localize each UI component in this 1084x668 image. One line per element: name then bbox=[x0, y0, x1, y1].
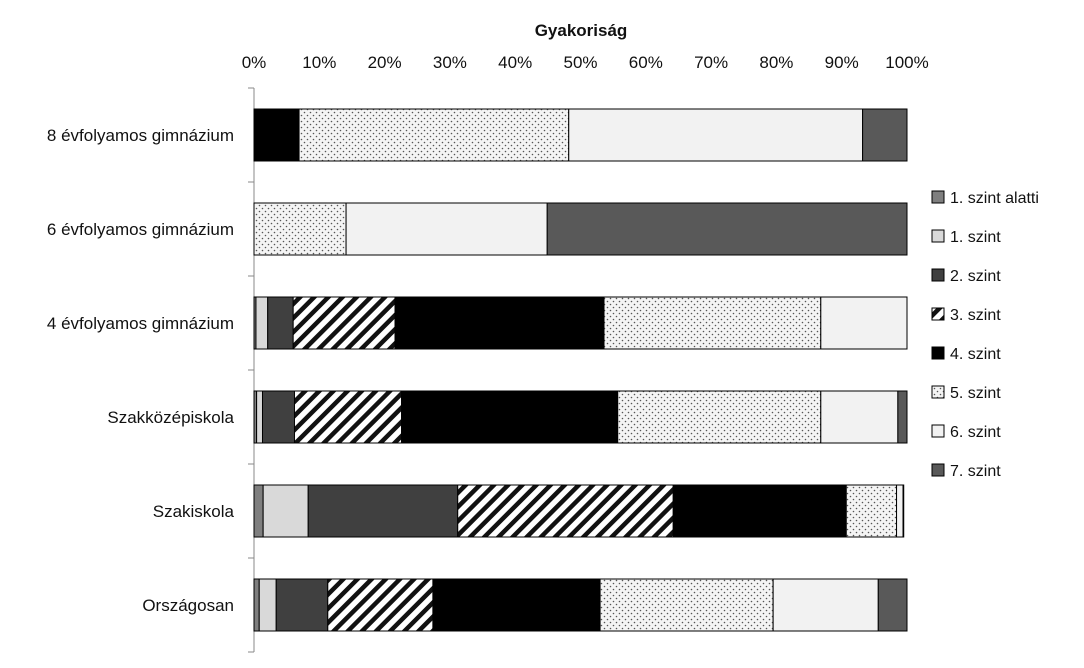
legend-swatch bbox=[931, 346, 945, 360]
bar-segment bbox=[253, 202, 347, 256]
bar-segment bbox=[603, 296, 822, 350]
x-tick-label: 40% bbox=[498, 53, 532, 72]
category-label: Szakiskola bbox=[153, 502, 235, 521]
legend-label: 5. szint bbox=[950, 385, 1001, 402]
x-axis-ticks: 0% 10% 20% 30% 40% 50% 60% 70% 80% 90% 100% bbox=[242, 53, 929, 72]
legend-swatch bbox=[931, 229, 945, 243]
category-label: 8 évfolyamos gimnázium bbox=[47, 126, 234, 145]
bar-segment bbox=[298, 108, 570, 162]
bar-segment bbox=[432, 578, 601, 632]
x-tick-label: 100% bbox=[885, 53, 928, 72]
chart-title: Gyakoriság bbox=[535, 21, 628, 40]
x-tick-label: 60% bbox=[629, 53, 663, 72]
bar-segment bbox=[820, 390, 899, 444]
bar-segment bbox=[897, 390, 908, 444]
category-label: Országosan bbox=[142, 596, 234, 615]
bar-segment bbox=[345, 202, 548, 256]
bar-segment bbox=[845, 484, 898, 538]
legend-swatch bbox=[931, 463, 945, 477]
bar-segment bbox=[307, 484, 459, 538]
bar-segment bbox=[256, 390, 263, 444]
x-tick-label: 80% bbox=[759, 53, 793, 72]
bar-segment bbox=[617, 390, 822, 444]
legend-label: 1. szint alatti bbox=[950, 190, 1039, 207]
bar-segment bbox=[902, 484, 905, 538]
legend-swatch bbox=[931, 268, 945, 282]
legend-label: 3. szint bbox=[950, 307, 1001, 324]
bar-segment bbox=[267, 296, 294, 350]
legend-swatch bbox=[931, 307, 945, 321]
bar-segment bbox=[772, 578, 879, 632]
bar-segment bbox=[253, 578, 260, 632]
bar-segment bbox=[394, 296, 605, 350]
legend-label: 6. szint bbox=[950, 424, 1001, 441]
bar-segment bbox=[862, 108, 908, 162]
bar-segment bbox=[877, 578, 908, 632]
x-tick-label: 70% bbox=[694, 53, 728, 72]
bars-group bbox=[253, 108, 908, 632]
legend: 1. szint alatti 1. szint 2. szint 3. szint 4… bbox=[931, 190, 1039, 480]
bar-segment bbox=[457, 484, 674, 538]
bar-segment bbox=[546, 202, 908, 256]
bar-segment bbox=[275, 578, 329, 632]
x-tick-label: 10% bbox=[302, 53, 336, 72]
bar-segment bbox=[401, 390, 619, 444]
bar-segment bbox=[258, 578, 277, 632]
bar-segment bbox=[255, 296, 269, 350]
legend-swatch bbox=[931, 190, 945, 204]
bar-segment bbox=[262, 484, 309, 538]
category-labels: 8 évfolyamos gimnázium 6 évfolyamos gimná… bbox=[47, 126, 235, 615]
x-tick-label: 50% bbox=[563, 53, 597, 72]
legend-swatch bbox=[931, 424, 945, 438]
legend-swatch bbox=[931, 385, 945, 399]
x-tick-label: 30% bbox=[433, 53, 467, 72]
bar-segment bbox=[568, 108, 864, 162]
bar-segment bbox=[253, 484, 264, 538]
legend-label: 1. szint bbox=[950, 229, 1001, 246]
y-axis bbox=[248, 87, 255, 653]
legend-label: 2. szint bbox=[950, 268, 1001, 285]
category-label: 4 évfolyamos gimnázium bbox=[47, 314, 234, 333]
bar-segment bbox=[292, 296, 396, 350]
bar-segment bbox=[672, 484, 847, 538]
x-tick-label: 20% bbox=[368, 53, 402, 72]
legend-label: 4. szint bbox=[950, 346, 1001, 363]
bar-segment bbox=[820, 296, 908, 350]
category-label: Szakközépiskola bbox=[107, 408, 234, 427]
bar-segment bbox=[253, 108, 300, 162]
bar-segment bbox=[599, 578, 774, 632]
x-tick-label: 90% bbox=[825, 53, 859, 72]
bar-segment bbox=[327, 578, 434, 632]
bar-segment bbox=[293, 390, 403, 444]
category-label: 6 évfolyamos gimnázium bbox=[47, 220, 234, 239]
bar-segment bbox=[261, 390, 295, 444]
legend-label: 7. szint bbox=[950, 463, 1001, 480]
bar-segment bbox=[896, 484, 904, 538]
x-tick-label: 0% bbox=[242, 53, 267, 72]
